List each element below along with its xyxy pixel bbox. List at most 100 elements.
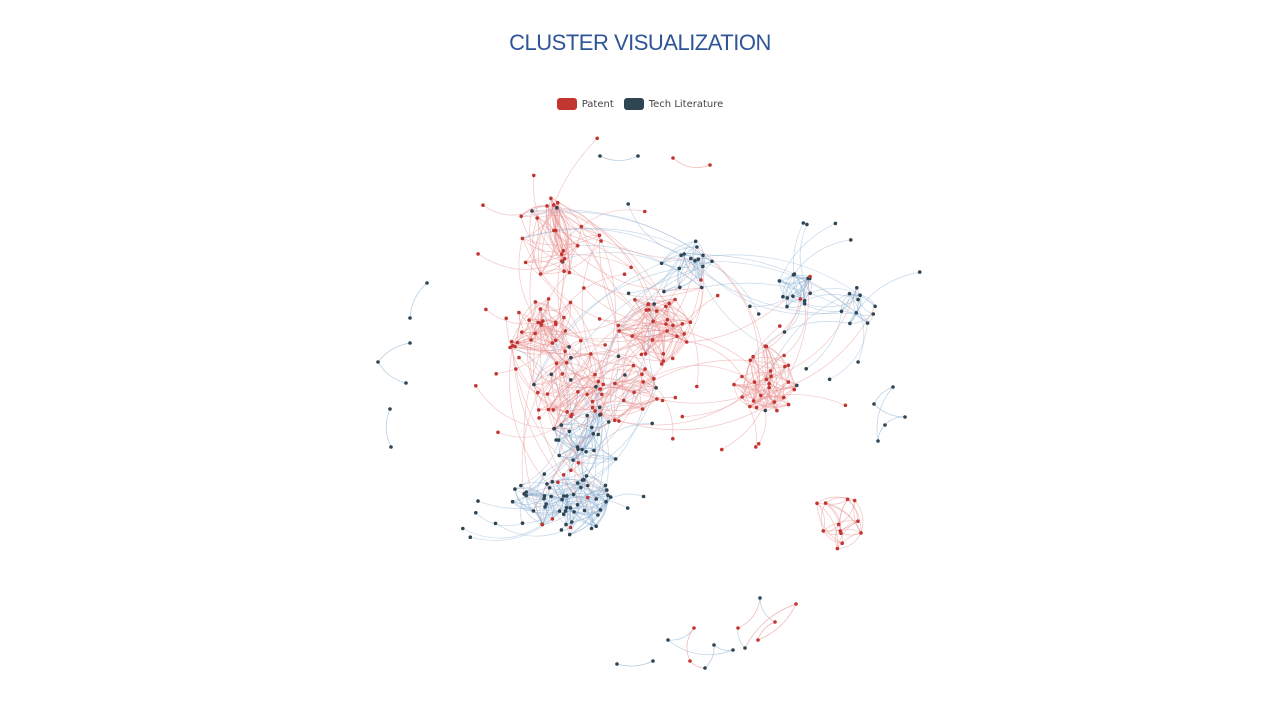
patent-node[interactable] <box>539 307 543 311</box>
patent-node[interactable] <box>551 517 555 521</box>
patent-node[interactable] <box>484 308 488 312</box>
patent-node[interactable] <box>569 469 573 473</box>
tech-literature-node[interactable] <box>521 521 525 525</box>
tech-literature-node[interactable] <box>858 293 862 297</box>
tech-literature-node[interactable] <box>404 381 408 385</box>
tech-literature-node[interactable] <box>778 279 782 283</box>
patent-node[interactable] <box>708 163 712 167</box>
tech-literature-node[interactable] <box>743 646 747 650</box>
tech-literature-node[interactable] <box>748 305 752 309</box>
patent-node[interactable] <box>617 324 621 328</box>
patent-node[interactable] <box>643 210 647 214</box>
tech-literature-node[interactable] <box>576 503 580 507</box>
tech-literature-node[interactable] <box>855 311 859 315</box>
tech-literature-node[interactable] <box>544 502 548 506</box>
tech-literature-node[interactable] <box>532 383 536 387</box>
tech-literature-node[interactable] <box>511 500 515 504</box>
tech-literature-node[interactable] <box>617 354 621 358</box>
tech-literature-node[interactable] <box>834 222 838 226</box>
tech-literature-node[interactable] <box>494 522 498 526</box>
patent-node[interactable] <box>822 529 826 533</box>
patent-node[interactable] <box>640 353 644 357</box>
patent-node[interactable] <box>773 620 777 624</box>
patent-node[interactable] <box>565 361 569 365</box>
patent-node[interactable] <box>520 330 524 334</box>
tech-literature-node[interactable] <box>866 321 870 325</box>
patent-node[interactable] <box>521 237 525 241</box>
tech-literature-node[interactable] <box>585 474 589 478</box>
tech-literature-node[interactable] <box>567 345 571 349</box>
patent-node[interactable] <box>552 203 556 207</box>
patent-node[interactable] <box>532 174 536 178</box>
patent-node[interactable] <box>563 349 567 353</box>
patent-node[interactable] <box>643 367 647 371</box>
patent-node[interactable] <box>576 244 580 248</box>
patent-node[interactable] <box>632 364 636 368</box>
patent-node[interactable] <box>536 391 540 395</box>
tech-literature-node[interactable] <box>802 221 806 225</box>
patent-node[interactable] <box>740 375 744 379</box>
patent-node[interactable] <box>647 302 651 306</box>
patent-node[interactable] <box>569 526 573 530</box>
tech-literature-node[interactable] <box>605 488 609 492</box>
tech-literature-node[interactable] <box>650 422 654 426</box>
patent-node[interactable] <box>481 203 485 207</box>
patent-node[interactable] <box>593 409 597 413</box>
tech-literature-node[interactable] <box>592 449 596 453</box>
tech-literature-node[interactable] <box>572 510 576 514</box>
tech-literature-node[interactable] <box>783 330 787 334</box>
tech-literature-node[interactable] <box>564 509 568 513</box>
tech-literature-node[interactable] <box>848 322 852 326</box>
patent-node[interactable] <box>556 480 560 484</box>
tech-literature-node[interactable] <box>569 506 573 510</box>
patent-node[interactable] <box>641 407 645 411</box>
patent-node[interactable] <box>582 286 586 290</box>
tech-literature-node[interactable] <box>598 413 602 417</box>
patent-node[interactable] <box>840 541 844 545</box>
patent-node[interactable] <box>640 372 644 376</box>
patent-node[interactable] <box>773 400 777 404</box>
tech-literature-node[interactable] <box>795 384 799 388</box>
tech-literature-node[interactable] <box>555 206 559 210</box>
tech-literature-node[interactable] <box>627 292 631 296</box>
patent-node[interactable] <box>755 406 759 410</box>
patent-node[interactable] <box>749 358 753 362</box>
tech-literature-node[interactable] <box>873 305 877 309</box>
tech-literature-node[interactable] <box>572 493 576 497</box>
patent-node[interactable] <box>539 272 543 276</box>
tech-literature-node[interactable] <box>793 272 797 276</box>
patent-node[interactable] <box>537 408 541 412</box>
patent-node[interactable] <box>644 308 648 312</box>
tech-literature-node[interactable] <box>569 356 573 360</box>
tech-literature-node[interactable] <box>542 497 546 501</box>
tech-literature-node[interactable] <box>596 433 600 437</box>
tech-literature-node[interactable] <box>876 439 880 443</box>
tech-literature-node[interactable] <box>872 312 876 316</box>
tech-literature-node[interactable] <box>558 509 562 513</box>
tech-literature-node[interactable] <box>781 295 785 299</box>
patent-node[interactable] <box>564 329 568 333</box>
patent-node[interactable] <box>617 329 621 333</box>
patent-node[interactable] <box>534 300 538 304</box>
tech-literature-node[interactable] <box>701 265 705 269</box>
tech-literature-node[interactable] <box>804 367 808 371</box>
patent-node[interactable] <box>535 216 539 220</box>
patent-node[interactable] <box>547 297 551 301</box>
tech-literature-node[interactable] <box>594 497 598 501</box>
tech-literature-node[interactable] <box>689 257 693 261</box>
tech-literature-node[interactable] <box>425 281 429 285</box>
patent-node[interactable] <box>568 271 572 275</box>
patent-node[interactable] <box>554 323 558 327</box>
patent-node[interactable] <box>510 340 514 344</box>
patent-node[interactable] <box>732 383 736 387</box>
patent-node[interactable] <box>630 334 634 338</box>
patent-node[interactable] <box>689 320 693 324</box>
tech-literature-node[interactable] <box>596 513 600 517</box>
tech-literature-node[interactable] <box>469 535 473 539</box>
tech-literature-node[interactable] <box>700 286 704 290</box>
patent-node[interactable] <box>633 298 637 302</box>
patent-node[interactable] <box>668 302 672 306</box>
patent-node[interactable] <box>688 659 692 663</box>
tech-literature-node[interactable] <box>758 596 762 600</box>
patent-node[interactable] <box>579 339 583 343</box>
